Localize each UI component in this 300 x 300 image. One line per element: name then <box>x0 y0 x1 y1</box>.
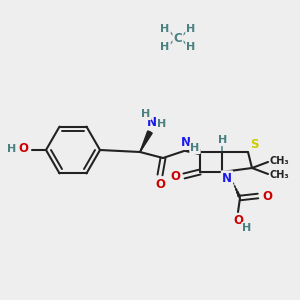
Text: O: O <box>262 190 272 202</box>
Text: H: H <box>160 42 169 52</box>
Text: H: H <box>186 24 196 34</box>
Text: H: H <box>190 143 200 153</box>
Text: C: C <box>174 32 182 44</box>
Text: N: N <box>147 116 157 128</box>
Text: H: H <box>8 144 16 154</box>
Text: H: H <box>186 42 196 52</box>
Text: O: O <box>170 169 180 182</box>
Text: H: H <box>160 24 169 34</box>
Text: O: O <box>18 142 28 155</box>
Text: H: H <box>218 135 228 145</box>
Text: S: S <box>250 137 258 151</box>
Text: CH₃: CH₃ <box>270 156 290 166</box>
Text: O: O <box>155 178 165 190</box>
Text: H: H <box>158 119 166 129</box>
Text: CH₃: CH₃ <box>270 170 290 180</box>
Text: N: N <box>181 136 191 148</box>
Text: N: N <box>222 172 232 184</box>
Text: H: H <box>141 109 151 119</box>
Text: O: O <box>233 214 243 227</box>
Polygon shape <box>184 149 200 154</box>
Text: H: H <box>242 223 252 233</box>
Polygon shape <box>140 131 152 152</box>
